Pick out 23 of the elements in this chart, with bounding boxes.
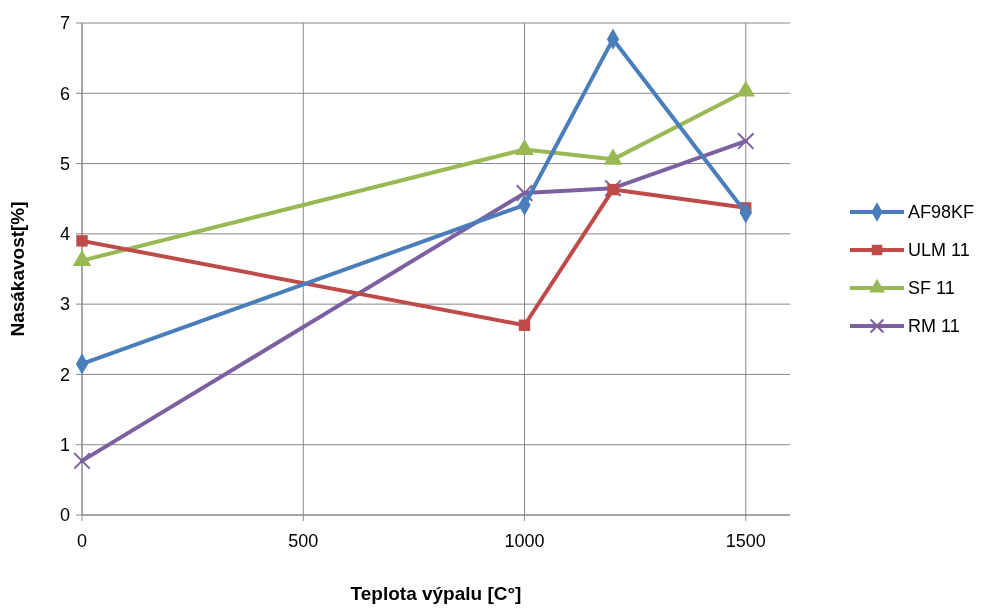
point bbox=[518, 319, 531, 331]
y-tick-label: 0 bbox=[59, 505, 70, 526]
y-tick-label: 1 bbox=[59, 435, 70, 456]
y-tick-label: 6 bbox=[59, 83, 70, 104]
y-tick-label: 7 bbox=[59, 13, 70, 34]
x-tick-label: 1500 bbox=[725, 531, 766, 551]
legend-label: SF 11 bbox=[908, 278, 955, 299]
point bbox=[607, 183, 619, 196]
y-tick-label: 2 bbox=[59, 364, 70, 385]
legend-label: RM 11 bbox=[908, 316, 960, 337]
x-tick-label: 1000 bbox=[504, 531, 545, 551]
point bbox=[515, 184, 534, 202]
y-tick-label: 5 bbox=[59, 153, 70, 174]
x-axis-title: Teplota výpalu [C°] bbox=[350, 583, 522, 604]
y-axis-title: Nasákavost[%] bbox=[7, 201, 28, 337]
point bbox=[73, 452, 91, 470]
x-tick-label: 0 bbox=[76, 531, 88, 551]
legend-label: AF98KF bbox=[908, 202, 975, 223]
y-tick-label: 3 bbox=[59, 294, 70, 315]
y-tick-label: 4 bbox=[59, 224, 70, 245]
x-tick-label: 500 bbox=[288, 531, 319, 551]
point bbox=[736, 132, 755, 150]
legend-label: ULM 11 bbox=[908, 240, 970, 261]
